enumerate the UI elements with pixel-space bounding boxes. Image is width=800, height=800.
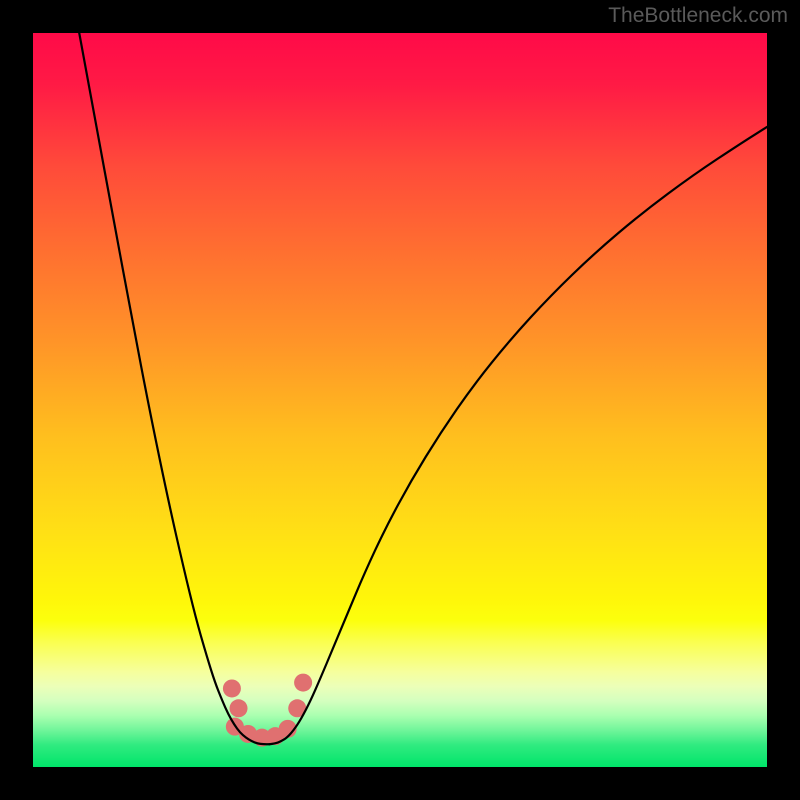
plot-background [33,33,767,767]
chart-svg [0,0,800,800]
marker-dot [223,679,241,697]
marker-dot [230,699,248,717]
chart-container: TheBottleneck.com [0,0,800,800]
watermark-text: TheBottleneck.com [608,4,788,28]
marker-dot [294,674,312,692]
